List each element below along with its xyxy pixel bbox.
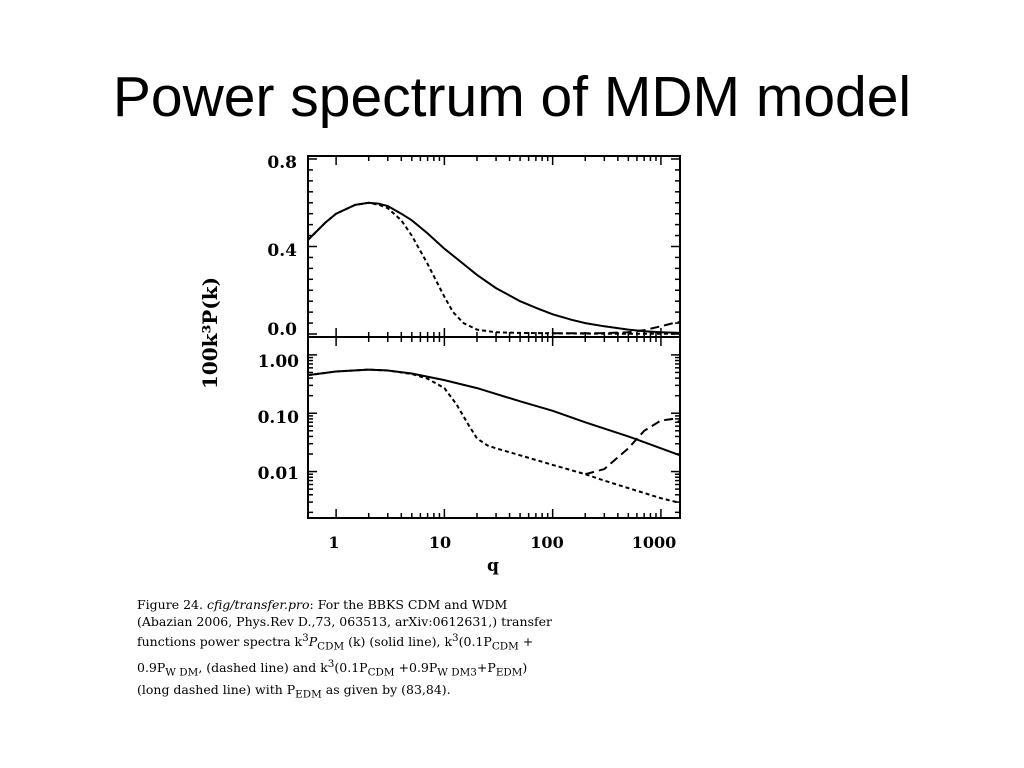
caption-sub: CDM [317,640,345,653]
caption-fig-file: cfig/transfer.pro [206,597,310,612]
caption-line: Figure 24. cfig/transfer.pro: For the BB… [137,596,759,613]
bottom-ytick-label: 1.00 [258,352,300,372]
caption-sub: W DM3 [437,666,477,679]
caption-text: + [518,634,534,650]
caption-sup: 3 [452,632,459,644]
x-tick-label: 10 [429,533,451,552]
caption-text: (k) (solid line), k [344,634,453,650]
series-line-long-dashed [585,417,681,476]
top-panel-series [307,201,681,335]
caption-text: (0.1P [458,634,492,650]
caption-sup: 3 [327,657,335,670]
caption-text: ) [522,659,528,675]
caption-line: (long dashed line) with PEDM as given by… [137,681,759,704]
caption-fig-label: Figure 24. [137,597,203,612]
caption-line: functions power spectra k3PCDM (k) (soli… [137,630,759,656]
power-spectrum-figure: 0.8 0.4 0.0 1.00 0.10 0.01 1 10 100 1000… [175,148,715,593]
x-tick-label: 1 [328,533,339,552]
caption-text: +0.9P [394,659,438,675]
bottom-panel-frame [307,336,681,519]
caption-text: as given by (83,84). [321,682,451,698]
figure-caption: Figure 24. cfig/transfer.pro: For the BB… [137,596,759,704]
bottom-panel-ticks [308,337,680,518]
top-panel-ticks [308,156,680,337]
caption-text: (Abazian 2006, Phys.Rev D.,73, 063513, a… [137,614,552,629]
caption-sub: W DM [165,666,199,679]
top-ytick-label: 0.4 [267,241,297,261]
caption-line: (Abazian 2006, Phys.Rev D.,73, 063513, a… [137,613,759,630]
caption-text: (long dashed line) with P [137,682,296,698]
caption-sub: CDM [491,640,519,653]
caption-sub: EDM [295,688,322,701]
caption-text: (0.1P [334,659,368,675]
top-ytick-label: 0.8 [267,153,297,173]
bottom-ytick-label: 0.10 [258,408,300,428]
x-tick-label: 100 [530,533,563,552]
caption-sup: 3 [302,632,309,644]
top-panel-ytick-labels: 0.8 0.4 0.0 [267,153,297,340]
caption-sub: EDM [495,666,523,679]
caption-text: , (dashed line) and k [198,659,328,675]
caption-text: 0.9P [137,659,166,675]
x-axis-label: q [487,556,499,576]
y-axis-label: 100k³P(k) [198,277,222,389]
series-line-dashed [307,368,681,504]
top-ytick-label: 0.0 [267,320,297,340]
caption-line: 0.9PW DM, (dashed line) and k3(0.1PCDM +… [137,656,759,682]
bottom-ytick-label: 0.01 [258,464,299,484]
chart-svg: 0.8 0.4 0.0 1.00 0.10 0.01 1 10 100 1000… [198,153,681,576]
x-tick-labels: 1 10 100 1000 [328,533,676,552]
caption-text: : For the BBKS CDM and WDM [309,597,508,612]
caption-text: +P [476,659,496,675]
bottom-panel-ytick-labels: 1.00 0.10 0.01 [258,352,300,484]
top-panel-frame [307,155,681,338]
bottom-panel-series [307,368,681,504]
series-line-solid [307,368,681,457]
x-tick-label: 1000 [632,533,677,552]
slide-title: Power spectrum of MDM model [112,65,912,129]
caption-sub: CDM [367,666,395,679]
series-line-long-dashed [552,321,681,335]
series-line-solid [307,201,681,334]
series-line-dashed [307,201,680,335]
caption-math: P [308,634,318,650]
caption-text: functions power spectra k [137,634,303,650]
